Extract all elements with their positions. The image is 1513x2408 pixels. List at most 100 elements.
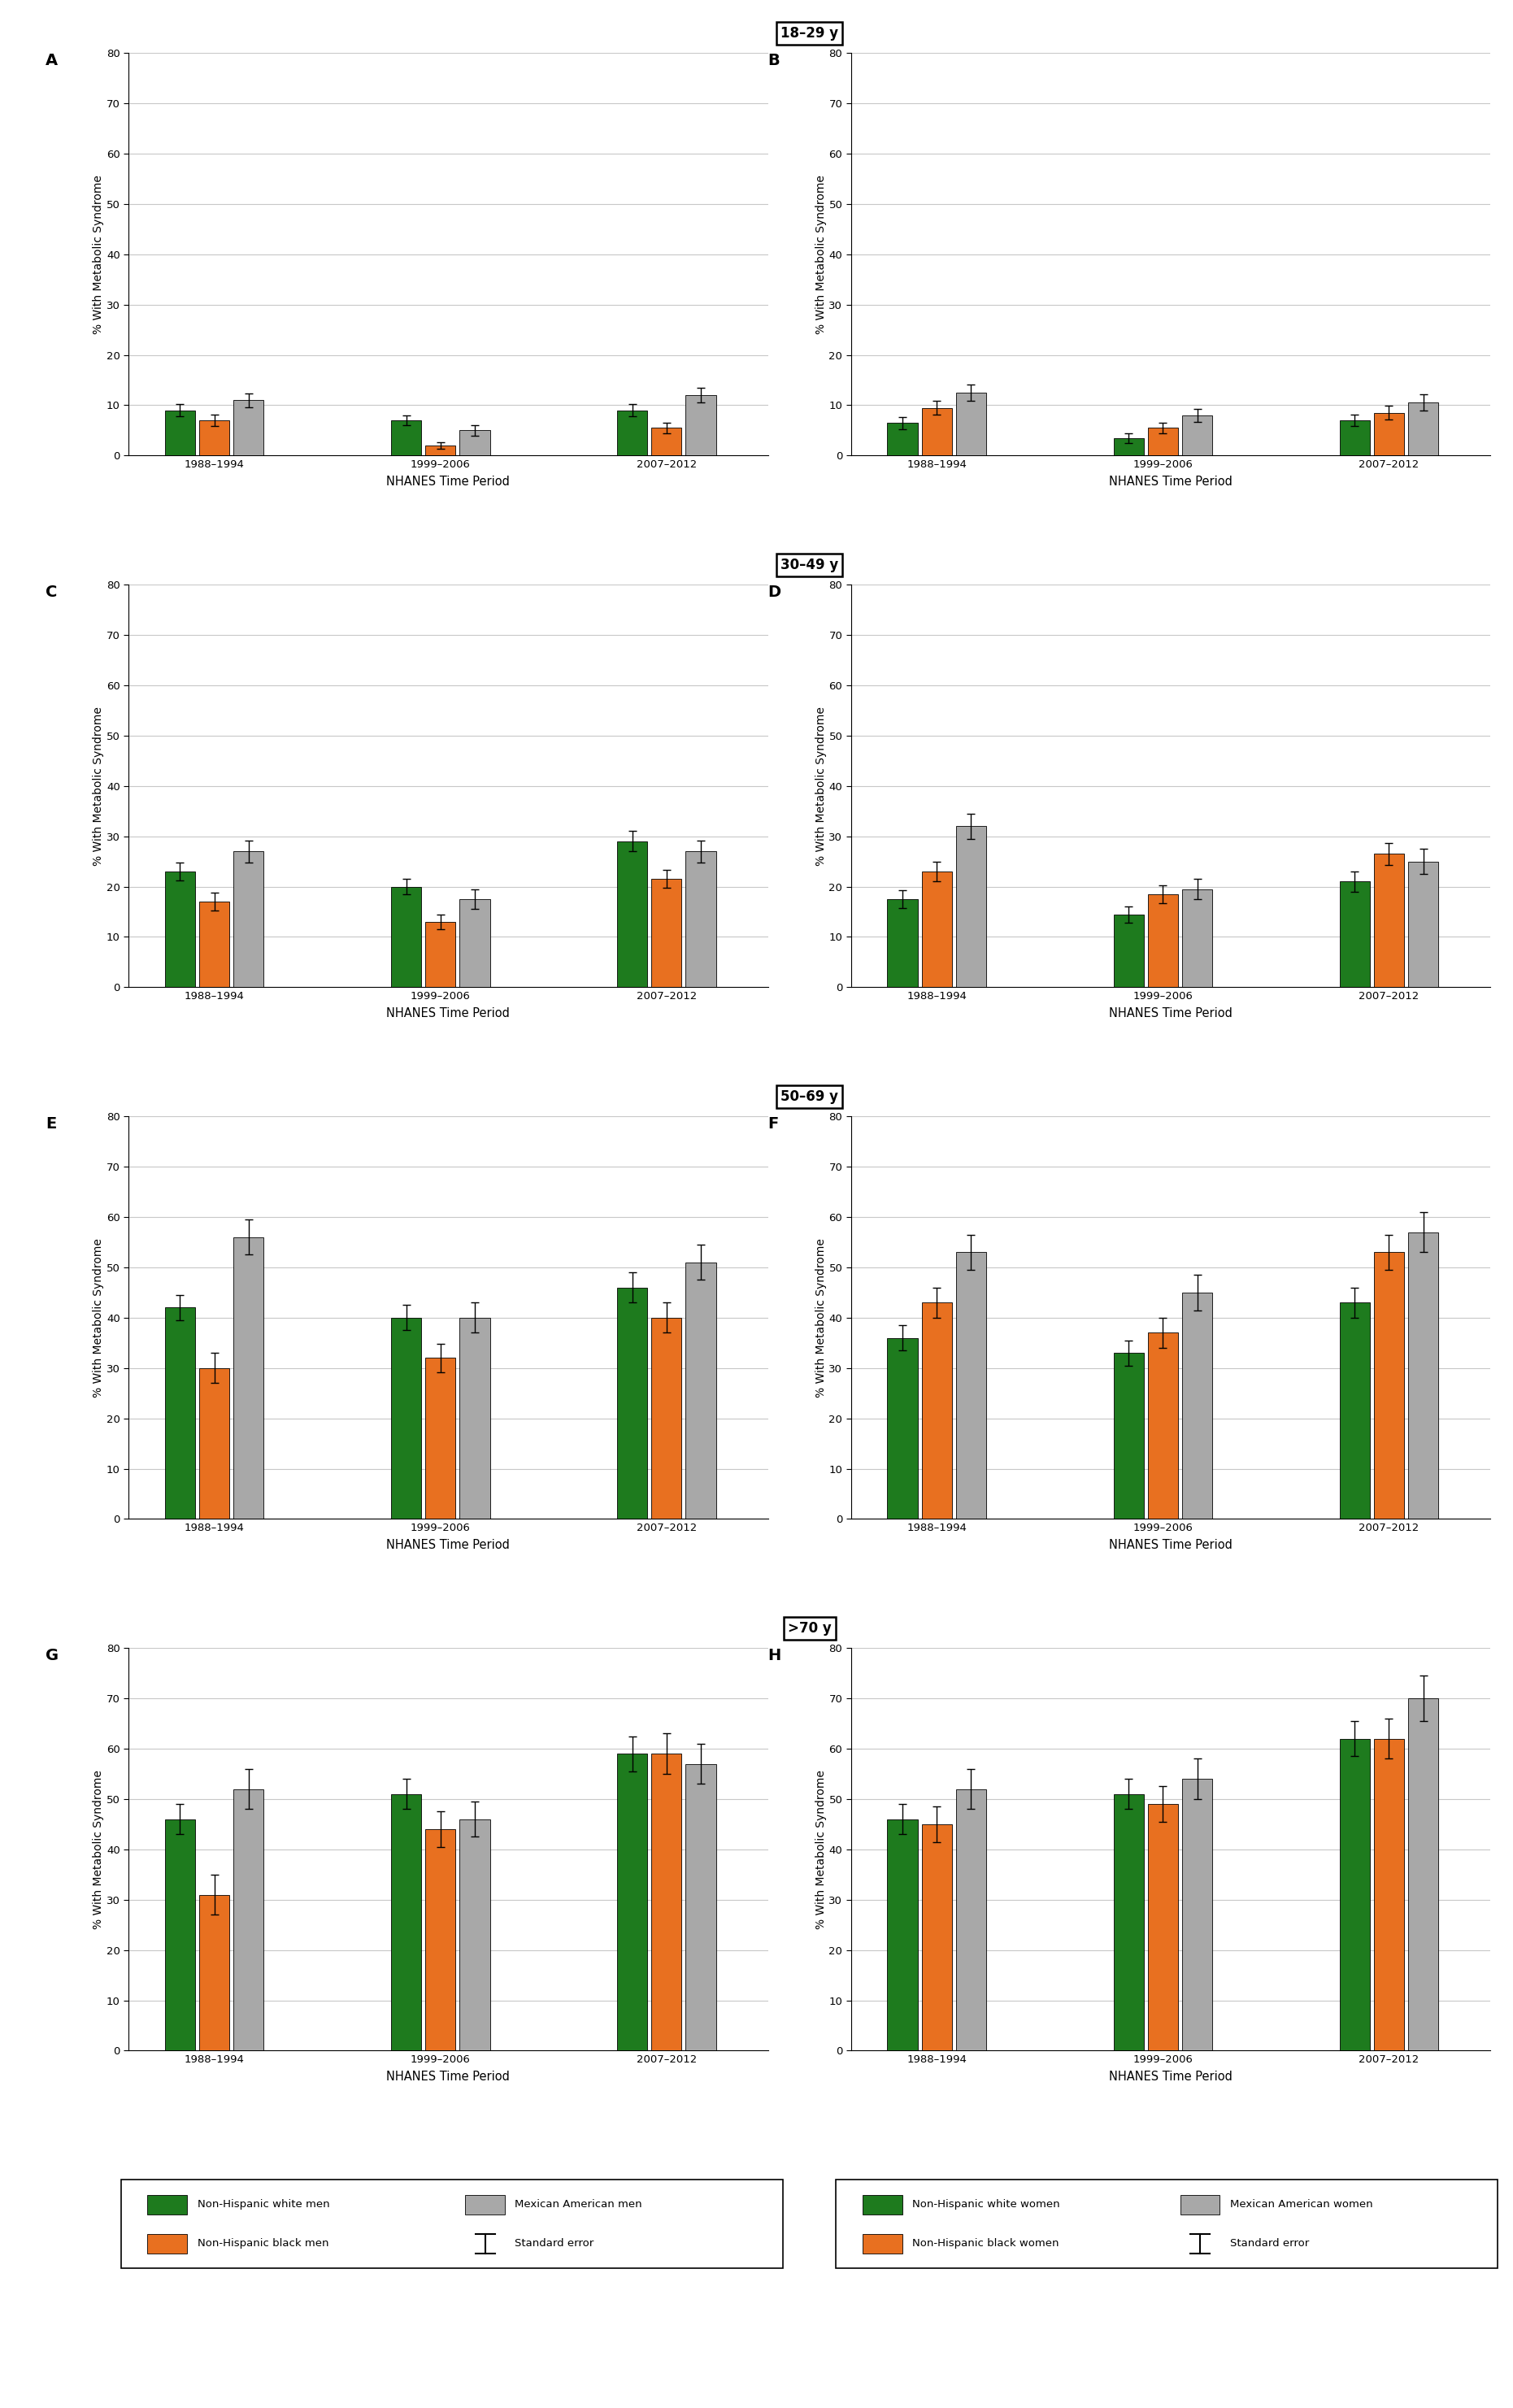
Bar — [1148, 429, 1179, 455]
Bar — [1374, 1739, 1404, 2052]
Bar — [460, 431, 490, 455]
Bar — [617, 840, 648, 987]
Text: Standard error: Standard error — [514, 2239, 595, 2249]
Bar — [1148, 1804, 1179, 2052]
Bar — [887, 424, 917, 455]
Bar — [425, 922, 455, 987]
Bar — [887, 1339, 917, 1519]
Bar — [165, 1818, 195, 2052]
Bar — [200, 421, 230, 455]
Text: C: C — [45, 585, 57, 600]
Bar — [1114, 1353, 1144, 1519]
Bar — [390, 1317, 421, 1519]
Text: A: A — [45, 53, 57, 67]
Bar — [1339, 421, 1369, 455]
Bar — [1339, 1303, 1369, 1519]
Bar — [1339, 881, 1369, 987]
X-axis label: NHANES Time Period: NHANES Time Period — [386, 2071, 510, 2083]
Bar — [460, 898, 490, 987]
Bar — [233, 852, 263, 987]
Bar — [652, 429, 682, 455]
Text: Non-Hispanic black men: Non-Hispanic black men — [197, 2239, 328, 2249]
Bar — [685, 1262, 716, 1519]
Text: Non-Hispanic white men: Non-Hispanic white men — [197, 2199, 330, 2211]
Bar — [921, 407, 952, 455]
Text: Mexican American women: Mexican American women — [1230, 2199, 1372, 2211]
Bar — [685, 395, 716, 455]
Bar — [1374, 855, 1404, 987]
Bar — [165, 872, 195, 987]
Y-axis label: % With Metabolic Syndrome: % With Metabolic Syndrome — [816, 176, 826, 335]
Bar — [200, 1895, 230, 2052]
Bar — [233, 400, 263, 455]
Text: H: H — [769, 1647, 781, 1664]
Bar — [1374, 412, 1404, 455]
Y-axis label: % With Metabolic Syndrome: % With Metabolic Syndrome — [92, 1770, 104, 1929]
X-axis label: NHANES Time Period: NHANES Time Period — [1109, 2071, 1233, 2083]
Bar — [956, 1789, 986, 2052]
Text: >70 y: >70 y — [788, 1621, 831, 1635]
Bar — [1148, 1332, 1179, 1519]
Bar — [685, 1763, 716, 2052]
Bar — [1339, 1739, 1369, 2052]
Y-axis label: % With Metabolic Syndrome: % With Metabolic Syndrome — [816, 1238, 826, 1397]
Text: F: F — [769, 1117, 779, 1132]
Bar — [200, 1368, 230, 1519]
Bar — [233, 1789, 263, 2052]
Bar — [1409, 1233, 1439, 1519]
Bar — [165, 409, 195, 455]
Bar — [956, 826, 986, 987]
Y-axis label: % With Metabolic Syndrome: % With Metabolic Syndrome — [92, 176, 104, 335]
Text: D: D — [769, 585, 781, 600]
Bar — [390, 886, 421, 987]
Y-axis label: % With Metabolic Syndrome: % With Metabolic Syndrome — [816, 1770, 826, 1929]
Bar — [460, 1818, 490, 2052]
Bar — [390, 1794, 421, 2052]
Text: Standard error: Standard error — [1230, 2239, 1309, 2249]
Bar — [1114, 1794, 1144, 2052]
Bar — [685, 852, 716, 987]
Text: Non-Hispanic black women: Non-Hispanic black women — [912, 2239, 1059, 2249]
Text: B: B — [769, 53, 779, 67]
Bar — [652, 879, 682, 987]
Bar — [1182, 1293, 1212, 1519]
X-axis label: NHANES Time Period: NHANES Time Period — [386, 1539, 510, 1551]
Bar — [1182, 889, 1212, 987]
Bar — [1409, 402, 1439, 455]
X-axis label: NHANES Time Period: NHANES Time Period — [1109, 477, 1233, 489]
Bar — [233, 1238, 263, 1519]
Bar — [1409, 1698, 1439, 2052]
X-axis label: NHANES Time Period: NHANES Time Period — [1109, 1007, 1233, 1019]
Bar — [921, 872, 952, 987]
Bar — [1114, 915, 1144, 987]
Bar — [921, 1303, 952, 1519]
Bar — [617, 1288, 648, 1519]
Bar — [460, 1317, 490, 1519]
Bar — [617, 1753, 648, 2052]
Bar — [921, 1825, 952, 2052]
Bar — [1409, 862, 1439, 987]
Y-axis label: % With Metabolic Syndrome: % With Metabolic Syndrome — [92, 1238, 104, 1397]
Text: E: E — [45, 1117, 56, 1132]
Text: Non-Hispanic white women: Non-Hispanic white women — [912, 2199, 1059, 2211]
Bar — [200, 901, 230, 987]
Bar — [390, 421, 421, 455]
Y-axis label: % With Metabolic Syndrome: % With Metabolic Syndrome — [92, 706, 104, 864]
Text: G: G — [45, 1647, 59, 1664]
X-axis label: NHANES Time Period: NHANES Time Period — [386, 477, 510, 489]
Bar — [165, 1308, 195, 1519]
Text: Mexican American men: Mexican American men — [514, 2199, 642, 2211]
Bar — [652, 1317, 682, 1519]
Text: 18–29 y: 18–29 y — [781, 26, 838, 41]
Bar — [425, 1830, 455, 2052]
Text: 50–69 y: 50–69 y — [781, 1091, 838, 1105]
Bar — [956, 1252, 986, 1519]
Bar — [1182, 414, 1212, 455]
Y-axis label: % With Metabolic Syndrome: % With Metabolic Syndrome — [816, 706, 826, 864]
Bar — [1182, 1780, 1212, 2052]
Bar — [1114, 438, 1144, 455]
Bar — [887, 898, 917, 987]
Bar — [887, 1818, 917, 2052]
Bar — [425, 445, 455, 455]
Bar — [425, 1358, 455, 1519]
